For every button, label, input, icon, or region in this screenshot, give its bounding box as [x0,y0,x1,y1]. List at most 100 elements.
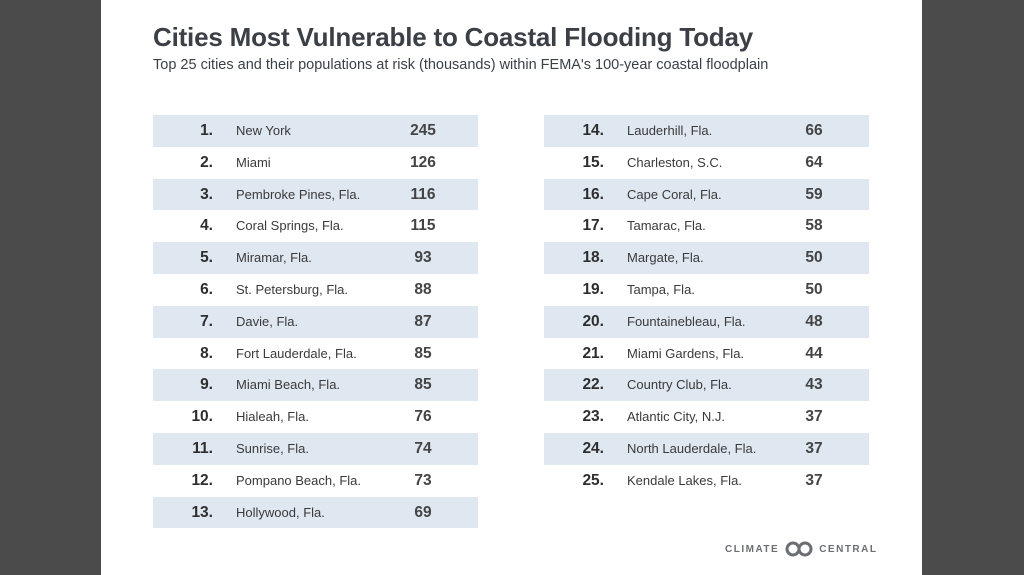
population-value: 115 [410,217,436,235]
population-value: 50 [805,280,823,298]
city-name: Tamarac, Fla. [627,218,706,234]
table-row: 12. Pompano Beach, Fla. 73 [153,465,478,497]
rank-label: 6. [200,280,213,298]
rank-label: 9. [200,376,213,394]
population-value: 48 [805,312,823,330]
rank-label: 4. [200,217,213,235]
rank-label: 12. [191,471,213,489]
table-row: 10. Hialeah, Fla. 76 [153,401,478,433]
table-row: 23. Atlantic City, N.J. 37 [544,401,869,433]
city-name: Miami Beach, Fla. [236,377,341,393]
city-name: Coral Springs, Fla. [236,218,344,234]
city-name: Fountainebleau, Fla. [627,313,746,329]
city-name: St. Petersburg, Fla. [236,281,348,297]
city-name: Miami Gardens, Fla. [627,345,745,361]
population-value: 74 [414,439,432,457]
table-row: 3. Pembroke Pines, Fla. 116 [153,178,478,211]
population-value: 44 [805,344,823,362]
table-row: 8. Fort Lauderdale, Fla. 85 [153,338,478,370]
population-value: 76 [414,408,432,426]
table-row: 2. Miami 126 [153,147,478,179]
population-value: 85 [414,376,432,394]
table-row: 11. Sunrise, Fla. 74 [153,432,478,465]
table-row: 21. Miami Gardens, Fla. 44 [544,338,869,370]
table-row: 6. St. Petersburg, Fla. 88 [153,274,478,306]
city-name: Sunrise, Fla. [236,440,309,456]
logo-text-climate: CLIMATE [725,543,780,555]
population-value: 87 [414,312,432,330]
table-row: 25. Kendale Lakes, Fla. 37 [544,465,869,497]
table-row: 13. Hollywood, Fla. 69 [153,496,478,529]
rank-label: 3. [200,185,213,203]
rank-label: 21. [582,344,604,362]
rank-label: 22. [582,376,604,394]
logo-text-central: CENTRAL [819,543,878,555]
rank-label: 17. [582,217,604,235]
population-value: 73 [414,471,432,489]
climate-central-rings-icon [785,541,813,557]
city-name: Cape Coral, Fla. [627,186,722,202]
population-value: 59 [805,185,823,203]
rank-label: 24. [582,439,604,457]
right-frame-bar [922,0,1024,575]
table-row: 9. Miami Beach, Fla. 85 [153,369,478,402]
city-name: North Lauderdale, Fla. [627,440,757,456]
rank-label: 13. [191,503,213,521]
rank-label: 14. [582,122,604,139]
rank-label: 7. [200,312,213,330]
city-name: Miami [236,154,271,170]
population-value: 93 [414,249,432,267]
chart-title: Cities Most Vulnerable to Coastal Floodi… [153,22,754,52]
table-row: 19. Tampa, Fla. 50 [544,274,869,306]
rank-label: 20. [582,312,604,330]
climate-central-logo: CLIMATE CENTRAL [725,539,877,559]
population-value: 64 [805,153,823,171]
chart-slide: Cities Most Vulnerable to Coastal Floodi… [101,0,922,575]
rank-label: 11. [192,439,213,457]
rank-label: 1. [200,122,213,139]
population-value: 88 [414,280,432,298]
rank-label: 19. [582,280,604,298]
table-row: 7. Davie, Fla. 87 [153,305,478,338]
chart-subtitle: Top 25 cities and their populations at r… [153,57,769,73]
population-value: 43 [805,376,823,394]
city-name: Hialeah, Fla. [236,409,309,425]
city-name: Hollywood, Fla. [236,504,325,520]
table-row: 1. New York 245 [153,115,478,147]
city-name: Atlantic City, N.J. [627,409,726,425]
city-name: Kendale Lakes, Fla. [627,472,742,488]
rank-label: 5. [200,249,213,267]
table-row: 5. Miramar, Fla. 93 [153,242,478,274]
table-row: 14. Lauderhill, Fla. 66 [544,115,869,147]
rank-label: 10. [191,408,213,426]
rank-label: 23. [582,408,604,426]
table-row: 16. Cape Coral, Fla. 59 [544,178,869,211]
city-name: Miramar, Fla. [236,250,312,266]
city-name: Pompano Beach, Fla. [236,472,362,488]
population-value: 37 [805,408,823,426]
city-name: Margate, Fla. [627,250,704,266]
city-name: Charleston, S.C. [627,154,723,170]
city-name: Pembroke Pines, Fla. [236,186,361,202]
population-value: 245 [410,122,436,139]
population-value: 58 [805,217,823,235]
table-row: 24. North Lauderdale, Fla. 37 [544,432,869,465]
population-value: 37 [805,439,823,457]
table-row: 4. Coral Springs, Fla. 115 [153,210,478,242]
city-name: Tampa, Fla. [627,281,695,297]
left-frame-bar [0,0,101,575]
rankings-table-right: 14. Lauderhill, Fla. 66 15. Charleston, S.C.… [544,115,869,497]
city-name: New York [236,123,291,138]
population-value: 85 [414,344,432,362]
rankings-table-left: 1. New York 245 2. Miami 126 3. Pembroke Pines,… [153,115,478,529]
population-value: 69 [414,503,432,521]
rank-label: 25. [582,471,604,489]
table-row: 17. Tamarac, Fla. 58 [544,210,869,242]
city-name: Country Club, Fla. [627,377,732,393]
table-row: 20. Fountainebleau, Fla. 48 [544,305,869,338]
rank-label: 8. [200,344,213,362]
population-value: 37 [805,471,823,489]
population-value: 50 [805,249,823,267]
table-row: 22. Country Club, Fla. 43 [544,369,869,402]
population-value: 116 [410,185,436,203]
